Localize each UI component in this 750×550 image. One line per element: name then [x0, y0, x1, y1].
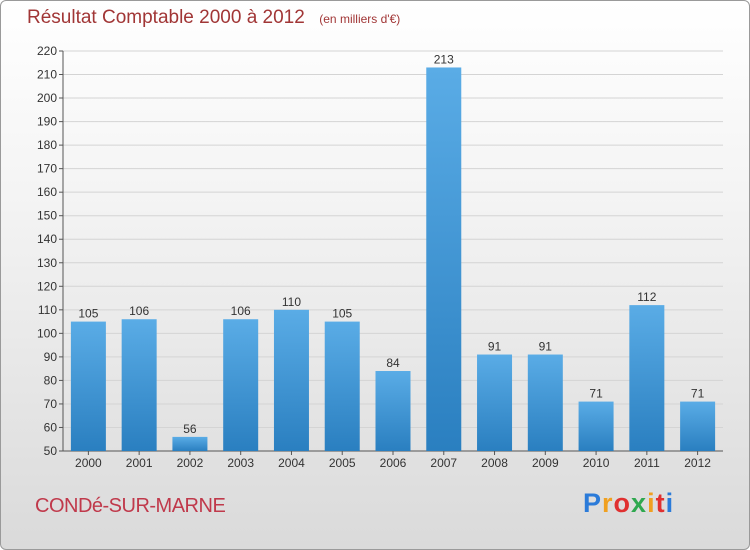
- bar: [223, 319, 259, 451]
- x-tick-label: 2006: [380, 456, 407, 470]
- title-row: Résultat Comptable 2000 à 2012 (en milli…: [27, 7, 400, 29]
- y-tick-label: 220: [37, 44, 57, 58]
- y-tick-label: 50: [44, 444, 58, 458]
- y-tick-label: 210: [37, 68, 57, 82]
- y-tick-label: 80: [44, 373, 58, 387]
- y-tick-label: 60: [44, 420, 58, 434]
- data-label: 56: [183, 422, 197, 436]
- bar: [426, 67, 462, 452]
- y-tick-label: 190: [37, 115, 57, 129]
- data-label: 84: [386, 356, 400, 370]
- y-tick-label: 170: [37, 162, 57, 176]
- y-tick-label: 100: [37, 326, 57, 340]
- logo-letter: x: [631, 488, 648, 518]
- x-tick-label: 2008: [481, 456, 508, 470]
- y-tick-label: 140: [37, 232, 57, 246]
- y-tick-label: 160: [37, 185, 57, 199]
- bar: [70, 321, 106, 451]
- bar: [375, 371, 411, 451]
- x-tick-label: 2001: [126, 456, 153, 470]
- data-label: 91: [488, 340, 502, 354]
- data-label: 110: [282, 295, 301, 309]
- x-tick-label: 2004: [278, 456, 305, 470]
- y-tick-label: 90: [44, 350, 58, 364]
- x-tick-label: 2007: [430, 456, 457, 470]
- data-label: 105: [78, 307, 98, 321]
- y-tick-label: 120: [37, 279, 57, 293]
- data-label: 112: [637, 290, 656, 304]
- logo-letter: i: [665, 488, 675, 518]
- x-tick-label: 2005: [329, 456, 356, 470]
- y-tick-label: 200: [37, 91, 57, 105]
- y-tick-label: 110: [38, 303, 57, 317]
- data-label: 91: [539, 340, 553, 354]
- logo-letter: o: [613, 488, 632, 518]
- bar: [273, 309, 309, 451]
- y-tick-label: 130: [37, 256, 57, 270]
- data-label: 106: [231, 304, 251, 318]
- x-tick-label: 2000: [75, 456, 102, 470]
- bar: [629, 305, 665, 451]
- bar: [680, 401, 716, 451]
- x-tick-label: 2009: [532, 456, 559, 470]
- chart-subtitle: (en milliers d'€): [319, 12, 401, 26]
- bar: [527, 354, 563, 451]
- x-tick-label: 2012: [684, 456, 711, 470]
- bar: [172, 436, 208, 451]
- logo-letter: r: [602, 488, 614, 518]
- data-label: 105: [332, 307, 352, 321]
- data-label: 106: [129, 304, 149, 318]
- data-label: 213: [434, 52, 454, 66]
- x-tick-label: 2010: [583, 456, 610, 470]
- x-tick-label: 2003: [227, 456, 254, 470]
- bar: [324, 321, 360, 451]
- x-tick-label: 2011: [634, 456, 660, 470]
- data-label: 71: [589, 387, 603, 401]
- y-tick-label: 70: [44, 397, 58, 411]
- chart-title: Résultat Comptable 2000 à 2012: [27, 7, 305, 28]
- logo-letter: i: [647, 488, 656, 518]
- bar: [477, 354, 513, 451]
- x-tick-label: 2002: [177, 456, 204, 470]
- logo-letter: P: [583, 488, 603, 518]
- logo-letter: t: [655, 488, 666, 518]
- bar: [578, 401, 614, 451]
- bar: [121, 319, 157, 451]
- data-label: 71: [691, 387, 705, 401]
- proxiti-logo: Proxiti: [583, 488, 674, 519]
- y-tick-label: 180: [37, 138, 57, 152]
- y-tick-label: 150: [37, 209, 57, 223]
- commune-name: CONDé-SUR-MARNE: [35, 495, 226, 517]
